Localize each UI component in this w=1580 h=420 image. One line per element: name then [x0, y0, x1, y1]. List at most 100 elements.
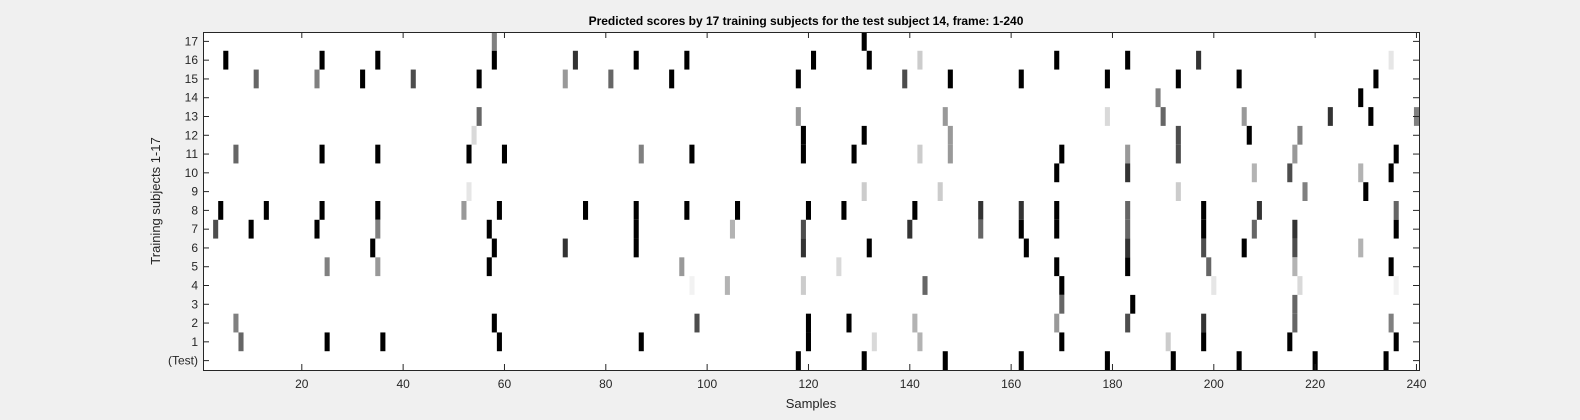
heatmap-cell [1393, 219, 1399, 239]
heatmap-cell [684, 201, 690, 220]
y-tick-label: 10 [185, 166, 199, 180]
heatmap-cell [461, 201, 467, 220]
y-tick-label: 8 [191, 203, 198, 217]
heatmap-cell [638, 332, 644, 352]
heatmap-cell [253, 69, 259, 89]
heatmap-cell [572, 50, 578, 70]
heatmap-cell [633, 219, 639, 239]
x-tick-label: 60 [498, 377, 512, 391]
heatmap-cell [1206, 257, 1212, 277]
heatmap-cell [1054, 219, 1060, 239]
y-axis-ticks: 17 16 15 14 13 12 11 10 9 8 7 6 5 4 3 2 1 (Test) [168, 34, 1419, 368]
heatmap-cell [1054, 201, 1060, 220]
heatmap-cell [1170, 351, 1176, 370]
heatmap-cell [486, 257, 492, 277]
y-tick-label: 4 [191, 279, 198, 293]
heatmap-cell [1297, 276, 1303, 295]
heatmap-cell [978, 219, 984, 239]
heatmap-cell [1201, 313, 1207, 333]
heatmap-cell [360, 69, 366, 89]
y-tick-label: 5 [191, 260, 198, 274]
heatmap-cell [917, 50, 923, 70]
heatmap-cell [1175, 144, 1181, 164]
heatmap-cell [689, 144, 695, 164]
x-tick-label: 240 [1406, 377, 1426, 391]
heatmap-cell [1241, 238, 1247, 258]
heatmap-cell [1211, 276, 1217, 295]
heatmap-cell [866, 50, 872, 70]
heatmap-cell [314, 219, 320, 239]
heatmap-cell [917, 144, 923, 164]
heatmap-cell [218, 201, 224, 220]
heatmap-cell [1393, 276, 1399, 295]
heatmap-cell [1246, 125, 1252, 145]
heatmap-cell [851, 144, 857, 164]
heatmap-cell [1125, 313, 1131, 333]
heatmap-cell [486, 219, 492, 239]
heatmap-cell [638, 144, 644, 164]
heatmap-cell [669, 69, 675, 89]
heatmap-cell [1160, 107, 1166, 126]
heatmap-cell [800, 144, 806, 164]
heatmap-cell [800, 219, 806, 239]
heatmap-cell [1373, 69, 1379, 89]
heatmap-cell [724, 276, 730, 295]
heatmap-cell [1388, 50, 1394, 70]
x-tick-label: 100 [697, 377, 717, 391]
heatmap-cell [805, 332, 811, 352]
heatmap-cell [1292, 219, 1298, 239]
heatmap-cell [1368, 107, 1374, 126]
heatmap-cell [1125, 50, 1131, 70]
heatmap-cell [1393, 332, 1399, 352]
heatmap-cells [213, 32, 1419, 370]
x-tick-label: 220 [1305, 377, 1325, 391]
heatmap-cell [1358, 88, 1364, 108]
heatmap-cell [375, 144, 381, 164]
heatmap-cell [1018, 351, 1024, 370]
y-tick-label: 3 [191, 297, 198, 311]
heatmap-cell [866, 238, 872, 258]
heatmap-cell [233, 144, 239, 164]
heatmap-cell [1059, 294, 1065, 314]
heatmap-cell [1241, 107, 1247, 126]
heatmap-cell [562, 238, 568, 258]
heatmap-cell [1104, 351, 1110, 370]
heatmap-cell [917, 332, 923, 352]
heatmap-cell [375, 257, 381, 277]
heatmap-cell [1251, 219, 1257, 239]
heatmap-cell [1251, 163, 1257, 183]
heatmap-cell [633, 50, 639, 70]
heatmap-cell [238, 332, 244, 352]
heatmap-cell [1388, 313, 1394, 333]
y-axis-label: Training subjects 1-17 [148, 137, 163, 264]
x-tick-label: 200 [1204, 377, 1224, 391]
heatmap-cell [496, 201, 502, 220]
heatmap-cell [912, 313, 918, 333]
heatmap-cell [314, 69, 320, 89]
heatmap-cell [1256, 201, 1262, 220]
heatmap-cell [1018, 201, 1024, 220]
heatmap-cell [1059, 144, 1065, 164]
heatmap-cell [800, 125, 806, 145]
heatmap-cell [1292, 144, 1298, 164]
heatmap-cell [466, 182, 472, 201]
heatmap-cell [861, 351, 867, 370]
heatmap-cell [1059, 332, 1065, 352]
heatmap-cell [861, 182, 867, 201]
heatmap-cell [805, 313, 811, 333]
y-tick-label: 7 [191, 222, 198, 236]
heatmap-cell [1292, 238, 1298, 258]
heatmap-cell [1130, 294, 1136, 314]
heatmap-cell [1125, 201, 1131, 220]
heatmap-cell [491, 238, 497, 258]
heatmap-cell [1155, 88, 1161, 108]
heatmap-cell [1104, 69, 1110, 89]
heatmap-cell [1201, 238, 1207, 258]
y-tick-label: 16 [185, 53, 199, 67]
heatmap-cell [1312, 351, 1318, 370]
heatmap-cell [1054, 163, 1060, 183]
y-tick-label: 6 [191, 241, 198, 255]
x-tick-label: 20 [295, 377, 309, 391]
heatmap-cell [1125, 257, 1131, 277]
x-tick-label: 180 [1102, 377, 1122, 391]
